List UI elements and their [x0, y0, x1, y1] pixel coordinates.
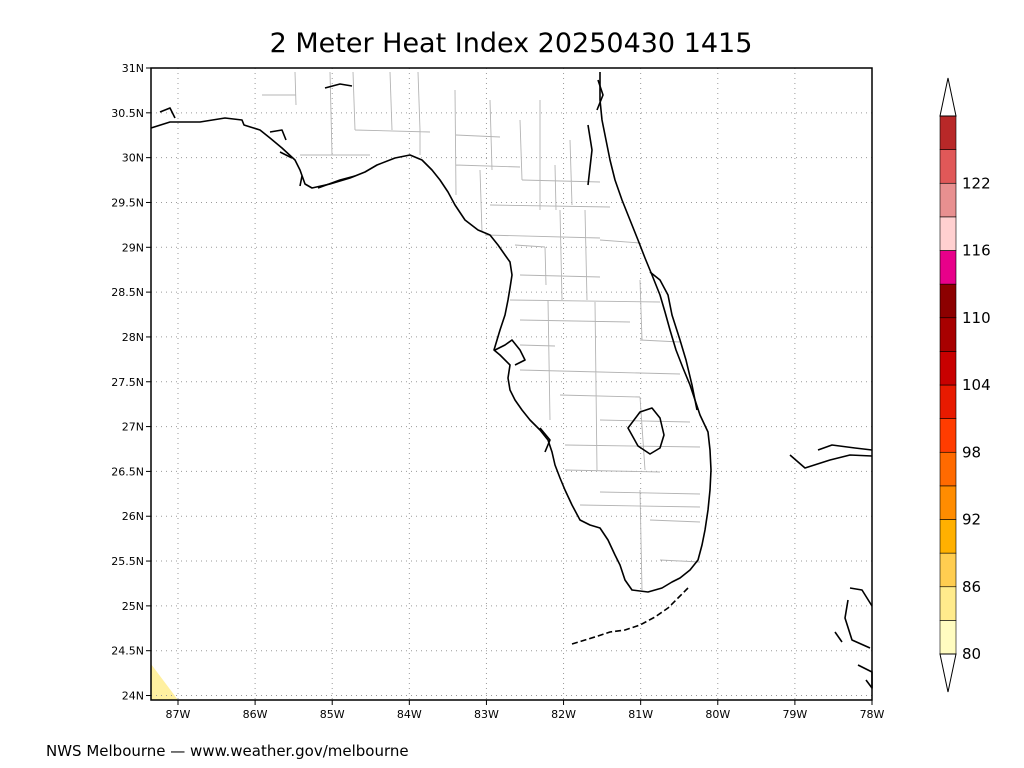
y-tick-label: 30N: [122, 152, 144, 165]
colorbar-label: 86: [962, 578, 981, 596]
east-coast-lagoons: [587, 79, 698, 411]
y-tick-label: 24.5N: [111, 645, 144, 658]
county-lines-central: [509, 279, 691, 471]
x-tick-label: 85W: [320, 708, 345, 721]
y-tick-label: 27.5N: [111, 376, 144, 389]
latitude-axis: 31N 30.5N 30N 29.5N 29N 28.5N 28N 27.5N 27N 26.5N…: [111, 62, 151, 703]
map-title: 2 Meter Heat Index 20250430 1415: [270, 28, 753, 59]
colorbar-upper-arrow: [939, 77, 957, 117]
colorbar-cell: [939, 384, 957, 419]
y-tick-label: 31N: [122, 62, 144, 75]
x-tick-label: 87W: [166, 708, 191, 721]
x-tick-label: 84W: [397, 708, 422, 721]
colorbar-label: 80: [962, 645, 981, 663]
colorbar-cell: [939, 519, 957, 554]
colorbar-cell: [939, 182, 957, 218]
colorbar-cell: [939, 586, 957, 621]
longitude-axis: 87W 86W 85W 84W 83W 82W 81W 80W 79W 78W: [166, 700, 885, 721]
colorbar-cell: [939, 485, 957, 520]
colorbar-label: 122: [962, 174, 991, 192]
y-tick-label: 28N: [122, 331, 144, 344]
colorbar-cell: [939, 351, 957, 386]
florida-keys: [571, 587, 689, 645]
x-tick-label: 80W: [705, 708, 730, 721]
x-tick-label: 83W: [474, 708, 499, 721]
colorbar-cell: [939, 317, 957, 352]
y-tick-label: 25.5N: [111, 555, 144, 568]
colorbar-cell: [939, 620, 957, 655]
x-tick-label: 81W: [628, 708, 653, 721]
x-tick-label: 86W: [243, 708, 268, 721]
y-tick-label: 25N: [122, 600, 144, 613]
coastlines: [150, 72, 873, 689]
county-lines-south: [564, 444, 701, 591]
county-lines-panhandle: [262, 71, 523, 233]
panhandle-bays: [159, 83, 356, 189]
colorbar-label: 98: [962, 443, 981, 461]
y-tick-label: 28.5N: [111, 286, 144, 299]
colorbar-label: 116: [962, 242, 991, 260]
heat-index-shaded-area: [151, 664, 178, 700]
colorbar-cell: [939, 283, 957, 319]
colorbar-legend: 80 86 92 98 104 110 116 122: [939, 77, 991, 693]
lake-okeechobee: [627, 407, 665, 455]
y-tick-label: 30.5N: [111, 107, 144, 120]
colorbar-cell: [939, 451, 957, 487]
tampa-bay: [494, 339, 551, 453]
y-tick-label: 26N: [122, 510, 144, 523]
colorbar-cell: [939, 418, 957, 453]
map-background: [151, 68, 872, 700]
map-panel: [150, 67, 873, 701]
x-tick-label: 82W: [551, 708, 576, 721]
x-tick-label: 78W: [860, 708, 885, 721]
colorbar-cells: [939, 115, 957, 655]
florida-coastline: [150, 72, 712, 593]
county-boundaries: [262, 71, 701, 591]
footer-credit: NWS Melbourne — www.weather.gov/melbourn…: [46, 742, 409, 760]
y-tick-label: 26.5N: [111, 465, 144, 478]
county-lines-north: [484, 100, 641, 301]
colorbar-cell: [939, 216, 957, 251]
colorbar-label: 110: [962, 309, 991, 327]
colorbar-label: 104: [962, 376, 991, 394]
colorbar-lower-arrow: [939, 653, 957, 693]
bahamas-andros: [834, 587, 873, 649]
colorbar-cell: [939, 552, 957, 588]
graticule: [151, 68, 872, 700]
x-tick-label: 79W: [782, 708, 807, 721]
bahamas-grand-bahama: [789, 444, 873, 469]
y-tick-label: 29.5N: [111, 196, 144, 209]
y-tick-label: 27N: [122, 421, 144, 434]
y-tick-label: 24N: [122, 690, 144, 703]
colorbar-cell: [939, 149, 957, 184]
map-frame: [150, 67, 873, 701]
y-tick-label: 29N: [122, 241, 144, 254]
colorbar-labels: 80 86 92 98 104 110 116 122: [962, 174, 991, 663]
colorbar-cell: [939, 250, 957, 285]
colorbar-label: 92: [962, 511, 981, 529]
colorbar-cell: [939, 115, 957, 150]
